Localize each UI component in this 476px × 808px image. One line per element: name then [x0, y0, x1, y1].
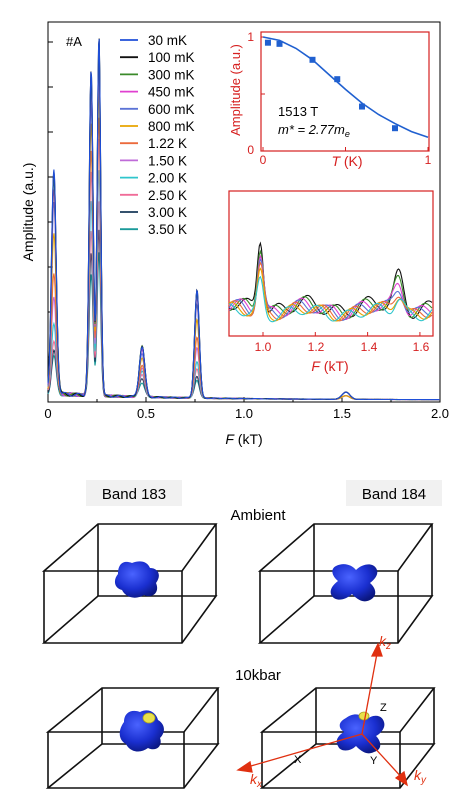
- inset-bottom-series-line: [228, 261, 433, 322]
- main-x-tick-label: 0: [44, 406, 51, 421]
- spectrum-series-line: [47, 39, 440, 401]
- legend-entry: 2.50 K: [148, 188, 187, 203]
- inset-top-y-tick-1: 1: [247, 30, 254, 44]
- inset-top-frame: [260, 31, 430, 152]
- inset-temperature-plot: 1 0 0 1 Amplitude (a.u.) T (K) 1513 T m*…: [228, 30, 432, 169]
- main-y-axis-label: Amplitude (a.u.): [20, 163, 36, 262]
- x-point-label: X: [294, 754, 302, 766]
- legend-entry: 2.00 K: [148, 171, 187, 186]
- legend-entry: 3.00 K: [148, 205, 187, 220]
- inset-top-data-point: [392, 125, 398, 132]
- brillouin-box-183-pressure: [45, 687, 220, 789]
- kz-label: kz: [379, 633, 391, 652]
- y-point-label: Y: [370, 755, 378, 767]
- inset-bottom-x-axis-label: F (kT): [311, 358, 348, 374]
- inset-top-y-axis-label: Amplitude (a.u.): [228, 44, 243, 136]
- fermi-surface-panel: Band 183 Band 184 Ambient 10kbar: [41, 480, 442, 790]
- yellow-pocket-184: [358, 711, 370, 721]
- legend-entry: 1.50 K: [148, 153, 187, 168]
- main-x-tick-label: 2.0: [431, 406, 449, 421]
- legend-entry: 1.22 K: [148, 136, 187, 151]
- yellow-pocket-183: [142, 712, 156, 724]
- fermi-surface-183-ambient: [114, 561, 159, 598]
- inset-bottom-ticks: [262, 332, 421, 336]
- inset-bottom-x-tick-3: 1.6: [413, 340, 430, 354]
- legend-entry: 3.50 K: [148, 222, 187, 237]
- effective-mass-label: m* = 2.77me: [278, 122, 350, 139]
- inset-bottom-x-tick-1: 1.2: [308, 340, 325, 354]
- legend-entry: 600 mK: [148, 102, 195, 117]
- z-point-label: Z: [380, 702, 387, 714]
- main-x-tick-label: 0.5: [137, 406, 155, 421]
- brillouin-box-183-ambient: [41, 523, 218, 644]
- fit-curve: [262, 36, 429, 139]
- brillouin-box-184-pressure: [259, 687, 436, 789]
- brillouin-box-184-ambient: [257, 523, 434, 644]
- band-184-label: Band 184: [362, 486, 426, 503]
- inset-top-data-point: [334, 76, 341, 83]
- main-x-axis-label: F (kT): [225, 431, 262, 447]
- ambient-label: Ambient: [230, 507, 286, 524]
- main-spectrum-curves: [47, 38, 440, 401]
- main-x-ticks: 0 0.5 1.0 1.5 2.0: [44, 397, 449, 421]
- ky-label: ky: [414, 767, 427, 786]
- legend-entry: 300 mK: [148, 67, 195, 82]
- band-183-label: Band 183: [102, 486, 166, 503]
- inset-zoom-plot: 1.0 1.2 1.4 1.6 F (kT): [228, 190, 434, 374]
- inset-top-data-point: [276, 40, 283, 47]
- pressure-label: 10kbar: [235, 667, 281, 684]
- reciprocal-axes: [236, 642, 408, 787]
- inset-top-x-tick-0: 0: [260, 153, 267, 167]
- legend-entry: 800 mK: [148, 119, 195, 134]
- legend-entry: 30 mK: [148, 33, 187, 48]
- fermi-surface-184-ambient: [330, 564, 378, 602]
- frequency-label: 1513 T: [278, 104, 318, 119]
- inset-top-x-axis-label: T (K): [331, 153, 362, 169]
- fermi-surface-183-pressure: [119, 710, 164, 752]
- legend-entry: 450 mK: [148, 85, 195, 100]
- sample-label: #A: [66, 34, 82, 49]
- legend-entry: 100 mK: [148, 50, 195, 65]
- inset-bottom-x-tick-0: 1.0: [255, 340, 272, 354]
- inset-top-ticks: [261, 36, 429, 152]
- inset-top-data-points: [264, 39, 398, 132]
- inset-top-x-tick-1: 1: [425, 153, 432, 167]
- inset-top-data-point: [264, 39, 271, 46]
- kx-label: kx: [250, 771, 263, 790]
- main-spectrum-panel: 0 0.5 1.0 1.5 2.0 #A Amplitude (a.u.) F (kT)…: [20, 21, 449, 447]
- main-x-tick-label: 1.5: [333, 406, 351, 421]
- band-184-label-box: [346, 480, 442, 506]
- band-183-label-box: [86, 480, 182, 506]
- inset-bottom-curves: [228, 241, 433, 323]
- main-x-tick-label: 1.0: [235, 406, 253, 421]
- inset-top-data-point: [309, 56, 316, 63]
- inset-top-data-point: [359, 103, 365, 110]
- legend: 30 mK 100 mK 300 mK 450 mK 600 mK 800 mK 1.22 …: [120, 33, 195, 237]
- inset-top-y-tick-0: 0: [247, 143, 254, 157]
- inset-bottom-x-tick-2: 1.4: [361, 340, 378, 354]
- inset-bottom-series-line: [228, 275, 433, 323]
